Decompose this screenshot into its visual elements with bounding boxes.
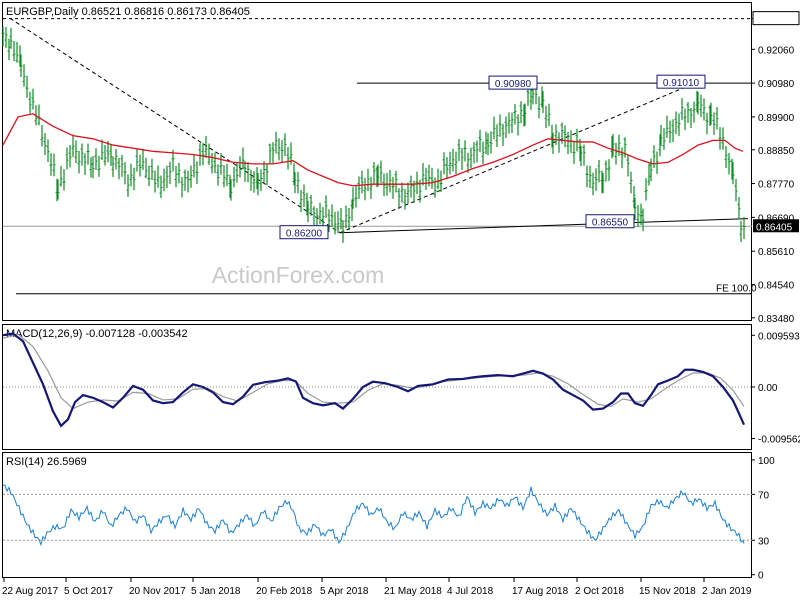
x-tick-label: 2 Jan 2019 [702,586,752,597]
level-annotation-box [488,75,538,90]
y-tick-label: 0.85610 [758,247,795,258]
x-tick-label: 15 Nov 2018 [639,586,696,597]
channel-up-line [339,80,701,234]
moving-average-line [2,113,744,187]
rsi-panel-title: RSI(14) 26.5969 [6,456,87,468]
y-tick-label: 0.89900 [758,113,795,124]
last-price-box [753,219,799,233]
x-tick-label: 5 Jan 2018 [191,586,241,597]
watermark: ActionForex.com [212,262,385,288]
level-annotation-box [585,214,635,229]
macd-panel-title: MACD(12,26,9) -0.007128 -0.003542 [6,328,188,340]
y-tick-label: 100 [758,456,775,467]
axes: 0.930400.920600.909800.899000.888500.877… [2,11,800,597]
price-panel-frame [2,2,752,321]
macd-chart [2,332,752,428]
level-annotation-label: 0.91010 [663,78,700,89]
rsi-panel-frame [2,452,752,578]
y-tick-label: 0.92060 [758,45,795,56]
channel-down-line [9,17,341,234]
last-price-label: 0.86405 [756,222,793,233]
level-annotation-label: 0.86550 [592,218,629,229]
x-tick-label: 22 Aug 2017 [2,586,59,597]
support-line [339,218,749,234]
y-tick-label: 70 [758,490,770,501]
x-tick-label: 5 Apr 2018 [320,586,369,597]
x-tick-label: 21 May 2018 [384,586,442,597]
y-tick-label: 0.009593 [758,331,800,342]
y-tick-label: 0.86690 [758,213,795,224]
y-tick-label: 0 [758,571,764,582]
macd-signal-line [2,333,745,410]
y-tick-label: 0.84540 [758,281,795,292]
fe100-label: FE 100.0 [716,284,757,295]
level-annotation-box [656,74,706,89]
y-tick-label: 30 [758,536,770,547]
rsi-line [2,484,745,547]
y-tick-label: -0.009562 [758,435,800,446]
y-tick-label: 0.87770 [758,180,795,191]
x-tick-label: 17 Aug 2018 [512,586,569,597]
rsi-chart [2,484,752,547]
y-tick-label: 0.83480 [758,314,795,325]
x-tick-label: 20 Feb 2018 [256,586,313,597]
x-tick-label: 5 Oct 2017 [64,586,113,597]
macd-panel-frame [2,324,752,450]
y-tick-label: 0.90980 [758,79,795,90]
price-chart: 0.86200 0.90980 0.86550 0.91010 FE 100.0 [1,17,757,295]
y-tick-label: 0.00 [758,383,778,394]
top-level-box [752,11,800,26]
x-tick-label: 2 Oct 2018 [575,586,624,597]
level-annotation-label: 0.90980 [495,79,532,90]
x-tick-label: 4 Jul 2018 [447,586,494,597]
y-tick-label: 0.88850 [758,146,795,157]
level-annotation-box [279,225,329,240]
price-panel-title: EURGBP,Daily 0.86521 0.86816 0.86173 0.8… [6,6,250,18]
macd-main-line [2,332,746,428]
level-annotation-label: 0.86200 [286,229,323,240]
x-tick-label: 20 Nov 2017 [129,586,186,597]
